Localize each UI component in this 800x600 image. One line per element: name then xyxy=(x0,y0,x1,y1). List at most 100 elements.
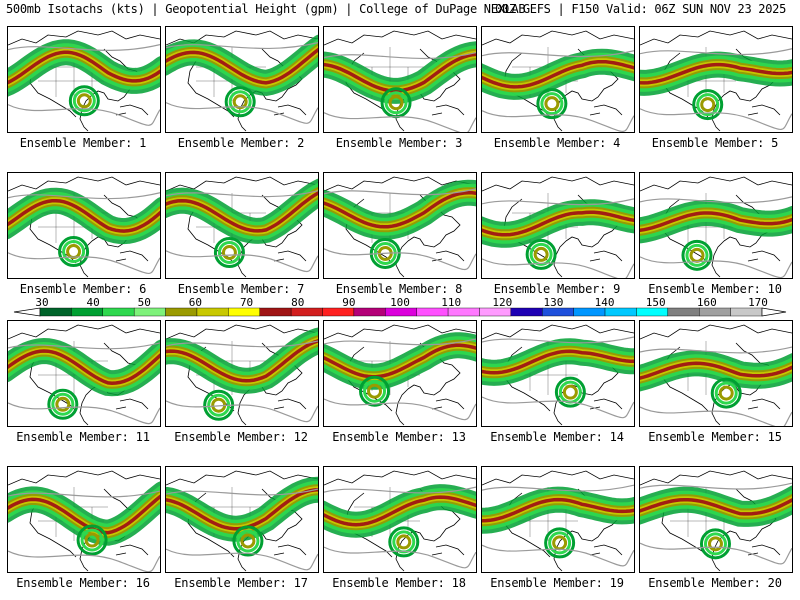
colorbar-segment xyxy=(353,307,386,317)
cutoff-low xyxy=(525,238,557,270)
ensemble-member-caption: Ensemble Member: 9 xyxy=(493,282,621,296)
height-contour xyxy=(482,544,634,567)
cutoff-low xyxy=(232,94,248,110)
isotach-map xyxy=(324,176,476,278)
height-contour xyxy=(482,336,634,344)
height-contour xyxy=(166,190,318,198)
colorbar-tick-label: 140 xyxy=(594,296,615,309)
height-contour xyxy=(8,192,160,200)
colorbar-segment xyxy=(479,307,512,317)
colorbar-min-arrow xyxy=(13,307,41,317)
height-contour xyxy=(482,198,634,206)
colorbar-segment xyxy=(259,307,292,317)
jet-stream-band xyxy=(482,497,634,523)
jet-stream-band xyxy=(482,210,634,237)
colorbar-segment xyxy=(636,307,669,317)
ensemble-member-caption: Ensemble Member: 15 xyxy=(648,430,782,444)
cutoff-low xyxy=(700,97,716,113)
height-contour xyxy=(166,488,318,496)
jet-stream-band xyxy=(166,191,318,233)
coastline xyxy=(166,176,318,278)
coastline xyxy=(482,324,634,426)
colorbar-tick-label: 60 xyxy=(188,296,203,309)
colorbar-segment xyxy=(102,307,135,317)
cutoff-low xyxy=(548,531,572,555)
ensemble-member-caption: Ensemble Member: 11 xyxy=(16,430,150,444)
height-contour xyxy=(166,400,318,423)
colorbar-tick-label: 160 xyxy=(696,296,717,309)
colorbar-segment xyxy=(667,307,700,317)
colorbar-segment xyxy=(604,307,637,317)
isotach-map xyxy=(8,176,160,278)
cutoff-low xyxy=(58,236,90,268)
ensemble-map-9 xyxy=(481,172,635,279)
isotach-map xyxy=(324,324,476,426)
ensemble-map-3 xyxy=(323,26,477,133)
ensemble-member-caption: Ensemble Member: 17 xyxy=(174,576,308,590)
colorbar-segment xyxy=(385,307,417,317)
ensemble-member-caption: Ensemble Member: 5 xyxy=(651,136,779,150)
cutoff-low xyxy=(217,240,241,264)
cutoff-low xyxy=(707,536,723,552)
cutoff-low xyxy=(536,88,568,120)
colorbar-tick-label: 110 xyxy=(441,296,462,309)
height-contour xyxy=(482,258,634,278)
cutoff-low xyxy=(388,526,420,558)
colorbar-segment xyxy=(447,307,480,317)
ensemble-map-8 xyxy=(323,172,477,279)
cutoff-low xyxy=(540,92,564,116)
ensemble-map-11 xyxy=(7,320,161,427)
cutoff-low xyxy=(55,396,71,412)
cutoff-low xyxy=(710,377,742,409)
colorbar-tick-label: 130 xyxy=(543,296,564,309)
ensemble-map-16 xyxy=(7,466,161,573)
jet-stream-band xyxy=(166,339,318,383)
ensemble-member-caption: Ensemble Member: 13 xyxy=(332,430,466,444)
ensemble-member-caption: Ensemble Member: 7 xyxy=(177,282,305,296)
jet-stream-band xyxy=(640,497,792,516)
height-contour xyxy=(640,406,792,426)
cutoff-low xyxy=(47,388,79,420)
ensemble-map-19 xyxy=(481,466,635,573)
height-contour xyxy=(8,44,160,52)
colorbar-segment xyxy=(573,307,606,317)
ensemble-map-20 xyxy=(639,466,793,573)
height-contour xyxy=(482,110,634,132)
jet-stream-band xyxy=(8,494,160,535)
ensemble-member-caption: Ensemble Member: 14 xyxy=(490,430,624,444)
jet-stream-band xyxy=(8,50,160,85)
height-contour xyxy=(8,402,160,425)
coastline xyxy=(166,30,318,132)
ensemble-map-4 xyxy=(481,26,635,133)
colorbar-tick-label: 80 xyxy=(291,296,305,309)
jet-stream-band xyxy=(640,211,792,233)
cutoff-low xyxy=(533,246,549,262)
ensemble-member-caption: Ensemble Member: 6 xyxy=(19,282,147,296)
cutoff-low xyxy=(685,243,709,267)
height-contour xyxy=(640,196,792,204)
jet-stream-band xyxy=(324,495,476,527)
colorbar-tick-label: 50 xyxy=(137,296,151,309)
isotach-map xyxy=(324,470,476,572)
height-contour xyxy=(640,48,792,56)
cutoff-low xyxy=(718,385,734,401)
ensemble-member-caption: Ensemble Member: 18 xyxy=(332,576,466,590)
height-contour xyxy=(324,188,476,196)
ensemble-member-caption: Ensemble Member: 10 xyxy=(648,282,782,296)
ensemble-map-6 xyxy=(7,172,161,279)
cutoff-low xyxy=(384,91,408,115)
cutoff-low xyxy=(236,529,260,553)
isotach-map xyxy=(8,470,160,572)
colorbar-tick-label: 40 xyxy=(86,296,100,309)
jet-stream-band xyxy=(8,198,160,233)
colorbar-tick-label: 150 xyxy=(645,296,666,309)
colorbar-segment xyxy=(542,307,574,317)
isotach-map xyxy=(482,470,634,572)
jet-stream-band xyxy=(640,62,792,85)
colorbar-segment xyxy=(290,307,323,317)
colorbar-segment xyxy=(416,307,449,317)
ensemble-member-caption: Ensemble Member: 8 xyxy=(335,282,463,296)
isotach-map xyxy=(166,324,318,426)
cutoff-low xyxy=(232,525,264,557)
cutoff-low xyxy=(213,236,245,268)
